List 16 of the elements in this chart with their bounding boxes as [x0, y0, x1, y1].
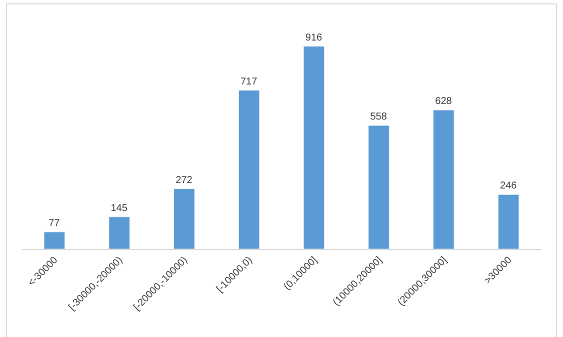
bar: [238, 90, 260, 249]
data-label: 717: [240, 76, 258, 88]
data-label: 145: [110, 202, 128, 214]
data-label: 628: [435, 96, 452, 108]
data-label: 77: [48, 218, 60, 229]
bar: [174, 188, 195, 249]
data-label: 246: [500, 180, 518, 192]
data-label: 916: [305, 32, 322, 44]
bar: [433, 110, 454, 249]
bar: [108, 216, 130, 249]
bar: [498, 194, 520, 249]
data-label: 272: [176, 174, 193, 186]
bar: [303, 46, 325, 249]
bar: [44, 232, 66, 249]
bar: [368, 125, 390, 249]
data-label: 558: [370, 112, 388, 123]
